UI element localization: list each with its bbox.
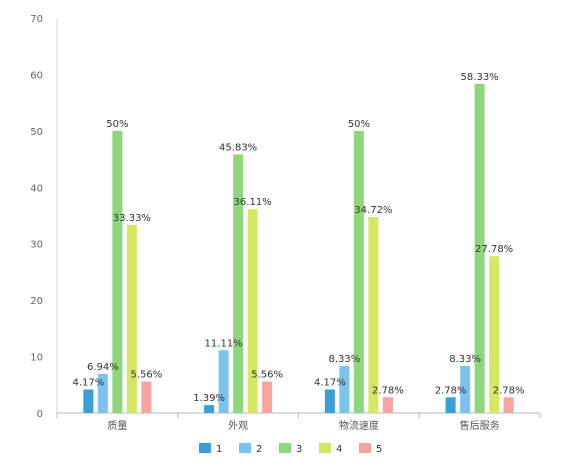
bar[interactable] [382, 397, 393, 413]
bar[interactable] [247, 209, 258, 413]
data-label: 8.33% [449, 354, 481, 365]
y-tick-label: 30 [30, 240, 43, 251]
y-tick-label: 60 [30, 70, 43, 81]
legend[interactable]: 1 2 3 4 5 [199, 443, 382, 455]
data-label: 4.17% [314, 377, 346, 388]
bar[interactable] [112, 130, 123, 413]
y-tick-label: 20 [30, 296, 43, 307]
bar[interactable] [218, 350, 229, 413]
bar[interactable] [474, 83, 485, 413]
data-label: 58.33% [461, 72, 499, 83]
x-category-label: 外观 [228, 420, 248, 432]
bar[interactable] [233, 154, 244, 413]
data-label: 34.72% [354, 205, 392, 216]
legend-item[interactable]: 4 [319, 443, 342, 455]
y-tick-label: 10 [30, 353, 43, 364]
data-label: 6.94% [87, 362, 119, 373]
legend-item[interactable]: 3 [279, 443, 302, 455]
legend-swatch [239, 443, 251, 453]
legend-swatch [359, 443, 371, 453]
y-tick-label: 70 [30, 14, 43, 25]
bar[interactable] [353, 130, 364, 413]
data-label: 27.78% [475, 244, 513, 255]
bar[interactable] [489, 256, 500, 413]
legend-label: 5 [376, 444, 382, 455]
bar[interactable] [126, 224, 137, 413]
data-label: 50% [348, 119, 370, 130]
legend-item[interactable]: 1 [199, 443, 222, 455]
bar[interactable] [83, 389, 94, 413]
bar[interactable] [204, 405, 215, 413]
y-axis: 0 10 20 30 40 50 60 70 [30, 14, 58, 420]
legend-swatch [199, 443, 211, 453]
legend-swatch [319, 443, 331, 453]
legend-swatch [279, 443, 291, 453]
data-label: 33.33% [113, 213, 151, 224]
data-labels: 4.17% 6.94% 50% 33.33% 5.56% 1.39% 11.11% 45.83… [72, 72, 524, 404]
legend-item[interactable]: 5 [359, 443, 382, 455]
data-label: 11.11% [205, 338, 243, 349]
y-tick-label: 0 [37, 409, 43, 420]
bar[interactable] [97, 373, 108, 413]
data-label: 36.11% [234, 197, 272, 208]
x-axis: 质量 外观 物流速度 售后服务 [56, 412, 541, 432]
bar[interactable] [460, 365, 471, 413]
y-tick-label: 40 [30, 183, 43, 194]
data-label: 5.56% [251, 370, 283, 381]
data-label: 2.78% [372, 385, 404, 396]
bar[interactable] [141, 381, 152, 413]
legend-label: 3 [296, 444, 302, 455]
legend-item[interactable]: 2 [239, 443, 262, 455]
legend-label: 4 [336, 444, 342, 455]
bar[interactable] [503, 397, 514, 413]
data-label: 4.17% [72, 377, 104, 388]
legend-label: 1 [216, 444, 222, 455]
bar[interactable] [368, 217, 379, 413]
bar[interactable] [445, 397, 456, 413]
x-category-label: 质量 [107, 420, 127, 432]
bar[interactable] [339, 365, 350, 413]
data-label: 2.78% [435, 385, 467, 396]
data-label: 50% [106, 119, 128, 130]
y-tick-label: 50 [30, 127, 43, 138]
data-label: 5.56% [130, 370, 162, 381]
x-category-label: 物流速度 [339, 419, 379, 432]
bar[interactable] [262, 381, 273, 413]
bar[interactable] [324, 389, 335, 413]
data-label: 8.33% [328, 354, 360, 365]
bars [83, 83, 514, 413]
x-category-label: 售后服务 [460, 419, 500, 432]
legend-label: 2 [256, 444, 262, 455]
data-label: 1.39% [193, 393, 225, 404]
data-label: 2.78% [493, 385, 525, 396]
data-label: 45.83% [219, 142, 257, 153]
